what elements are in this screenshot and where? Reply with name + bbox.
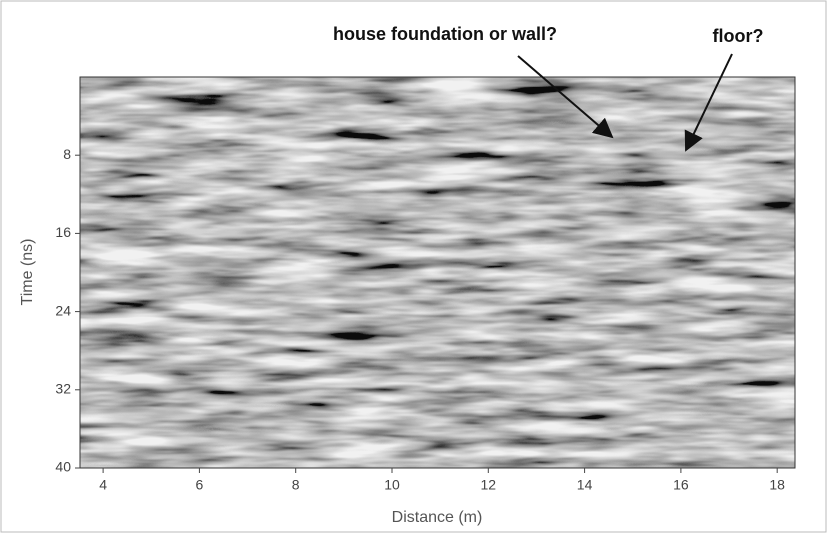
y-tick-label: 32	[55, 381, 71, 397]
annotation-arrow	[517, 55, 614, 139]
annotation-arrow	[684, 53, 733, 152]
y-tick-label: 24	[55, 302, 71, 318]
x-tick-label: 16	[673, 477, 689, 493]
y-axis-label: Time (ns)	[19, 239, 36, 306]
x-tick-label: 12	[481, 477, 497, 493]
x-tick-label: 8	[292, 477, 300, 493]
y-tick-label: 40	[55, 459, 71, 475]
x-tick-label: 4	[99, 477, 107, 493]
x-axis-label: Distance (m)	[392, 509, 483, 526]
annotation: house foundation or wall?	[333, 24, 557, 44]
y-tick-label: 8	[63, 146, 71, 162]
x-tick-label: 6	[196, 477, 204, 493]
y-tick-label: 16	[55, 224, 71, 240]
annotation: floor?	[713, 26, 764, 46]
plot-border	[79, 76, 796, 469]
radargram-image	[80, 77, 795, 468]
x-tick-label: 14	[577, 477, 593, 493]
x-tick-label: 10	[384, 477, 400, 493]
x-tick-label: 18	[769, 477, 785, 493]
